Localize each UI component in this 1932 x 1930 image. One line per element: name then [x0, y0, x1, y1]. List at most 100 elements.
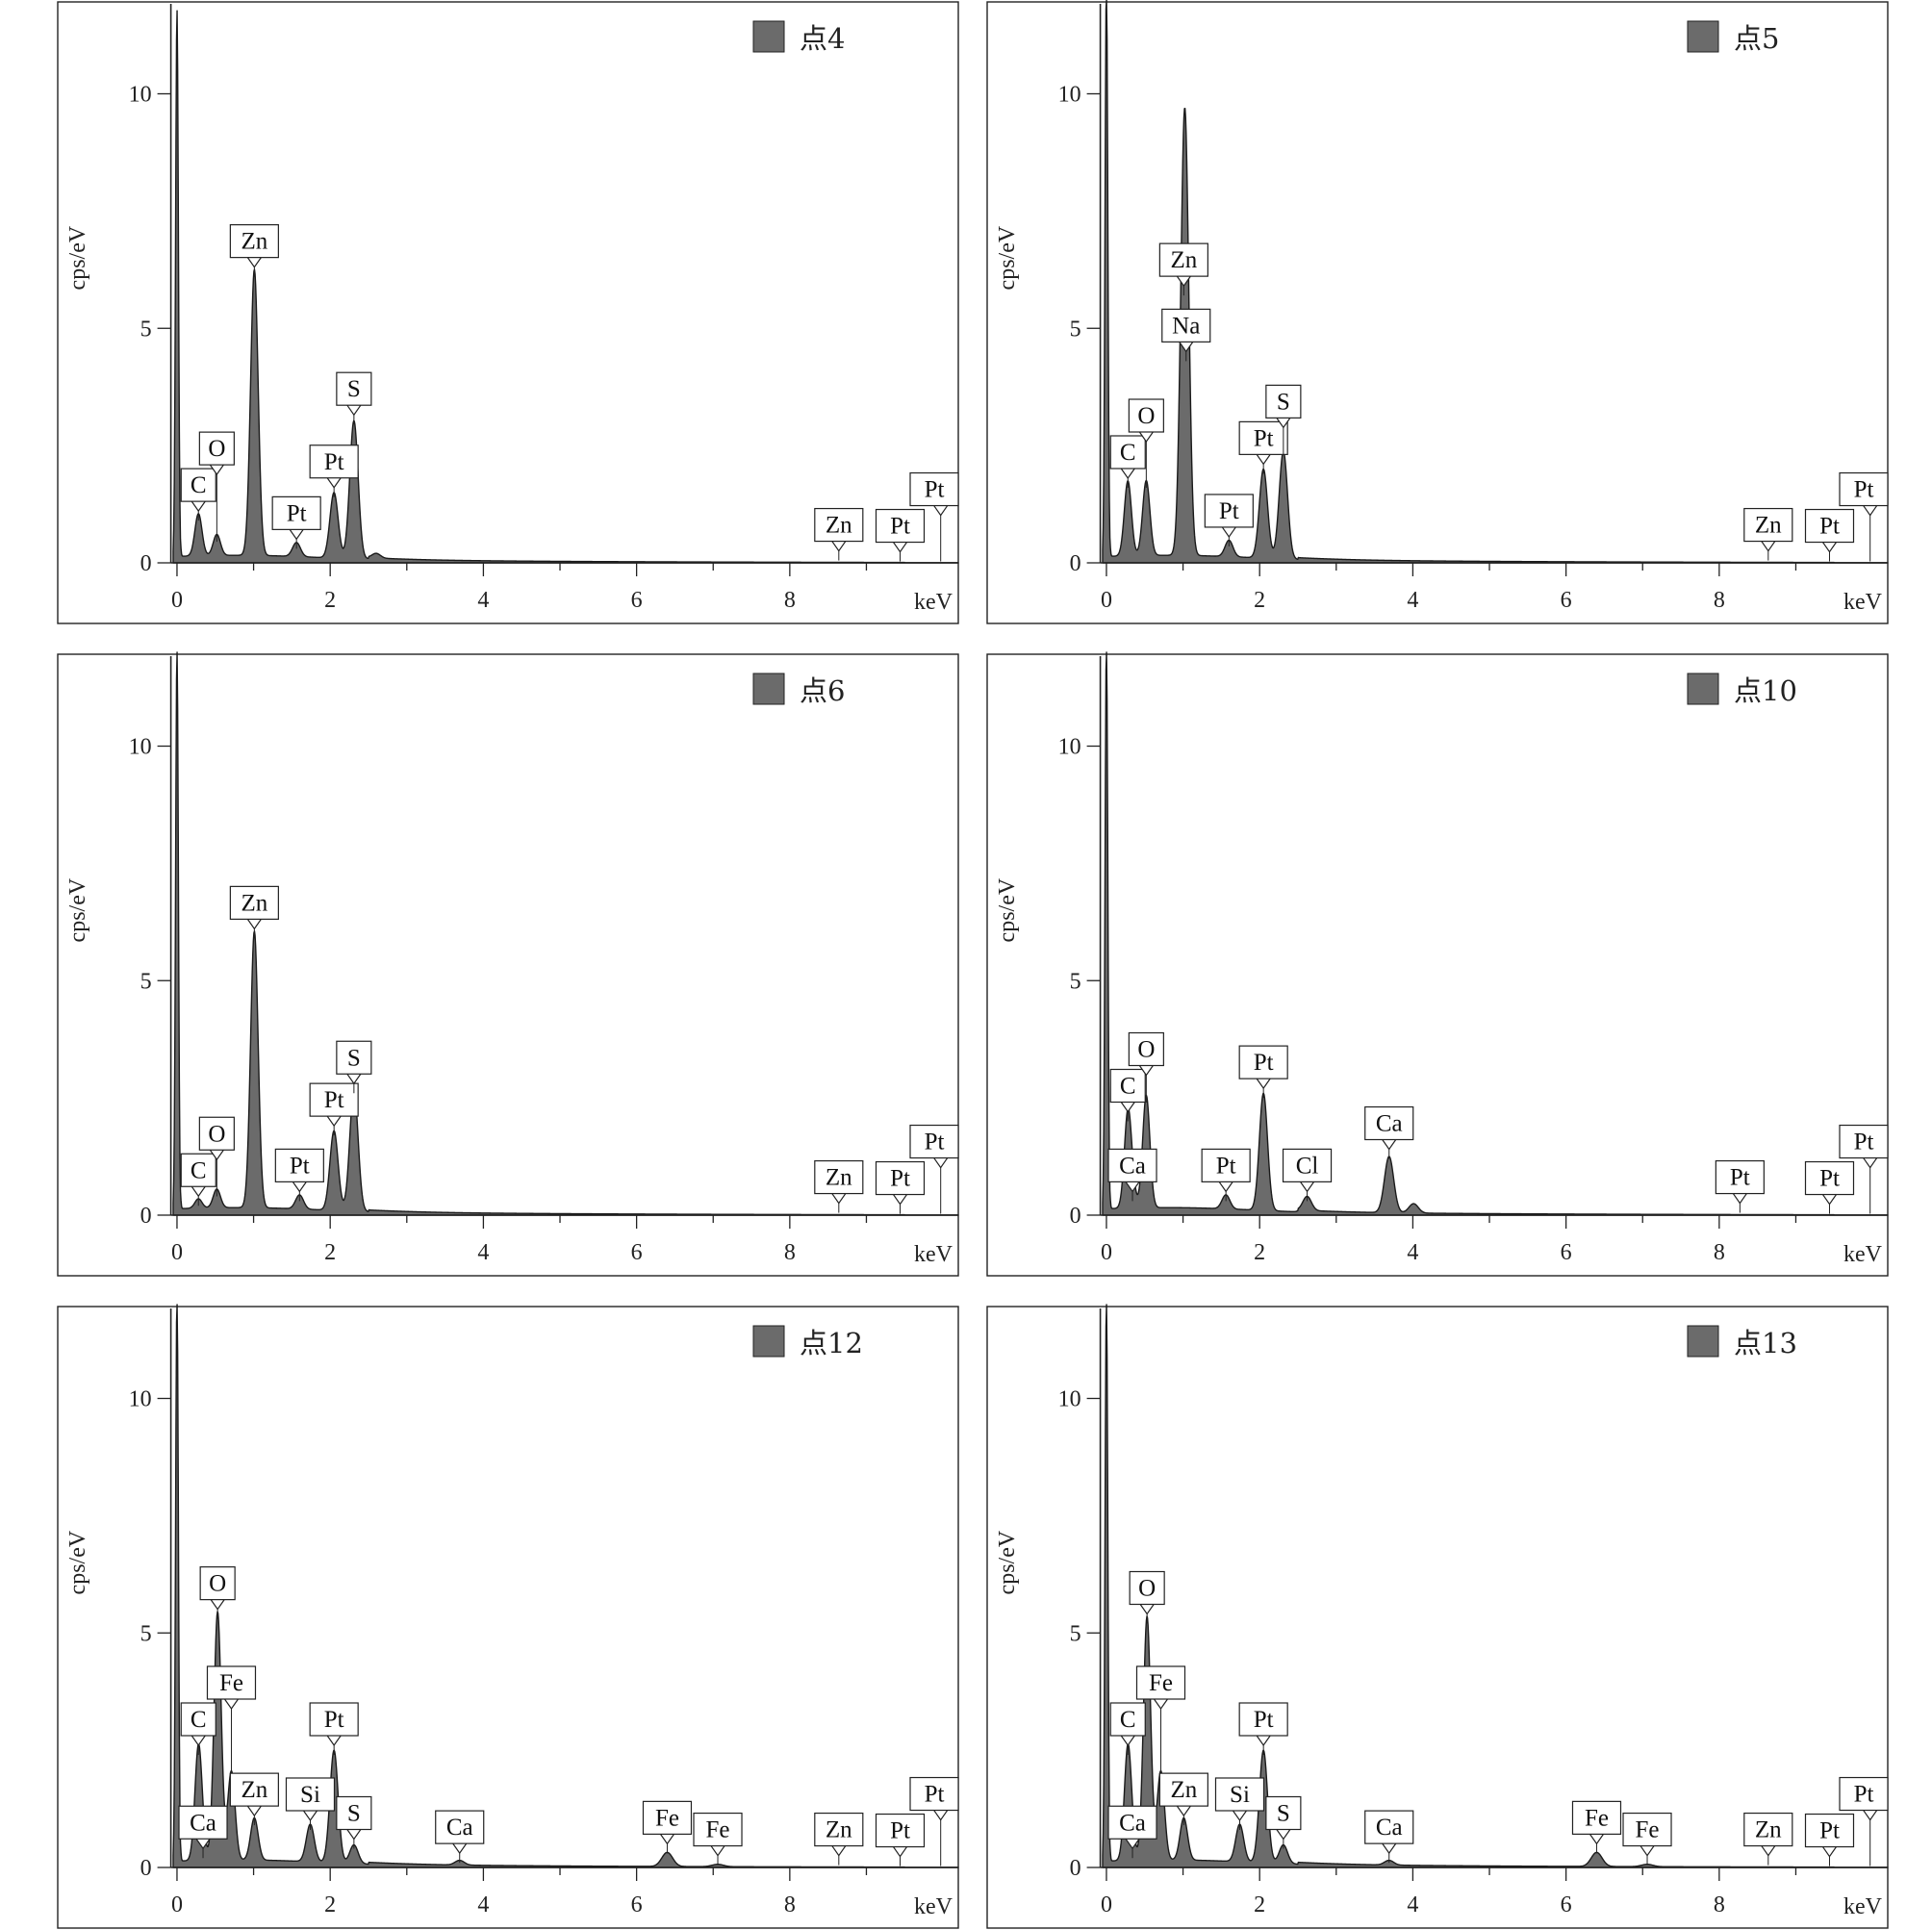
peak-label-fe: Fe: [1135, 1665, 1186, 1779]
callout-text: Pt: [890, 1166, 910, 1192]
peak-label-c: C: [180, 468, 216, 521]
callout-box: [336, 371, 372, 406]
legend-label: 点12: [800, 1327, 863, 1359]
x-tick-label: 2: [324, 588, 336, 613]
callout-text: C: [191, 1707, 207, 1733]
callout-pointer: [933, 505, 949, 517]
x-tick-label: 8: [784, 588, 796, 613]
callout-box: [198, 431, 235, 466]
x-tick-label: 4: [1407, 588, 1418, 613]
callout-text: Pt: [1254, 1050, 1274, 1076]
y-axis-label: cps/eV: [995, 877, 1020, 942]
callout-text: S: [1277, 389, 1290, 415]
x-tick-label: 4: [1407, 1892, 1418, 1917]
peak-label-zn: Zn: [814, 1159, 864, 1213]
callout-text: Ca: [446, 1815, 473, 1841]
callout-pointer: [1863, 505, 1878, 517]
callout-box: [1161, 308, 1211, 343]
y-tick-label: 10: [1058, 83, 1081, 108]
callout-box: [693, 1812, 743, 1847]
callout-box: [1804, 1813, 1855, 1848]
y-tick-label: 5: [1070, 317, 1081, 342]
legend-label: 点10: [1734, 674, 1797, 707]
callout-box: [198, 1116, 235, 1151]
peak-label-zn: Zn: [229, 224, 279, 277]
peak-label-pt: Pt: [1839, 1124, 1889, 1214]
callout-box: [1128, 1031, 1164, 1067]
callout-text: Ca: [1119, 1153, 1146, 1179]
callout-box: [909, 1124, 959, 1159]
callout-text: Pt: [1254, 425, 1274, 451]
callout-text: Zn: [826, 1817, 852, 1843]
callout-text: O: [209, 1571, 226, 1597]
peak-label-pt: Pt: [1839, 1776, 1889, 1867]
callout-box: [1109, 1068, 1146, 1104]
peak-label-pt: Pt: [1839, 471, 1889, 562]
callout-box: [178, 1805, 228, 1840]
callout-text: S: [1277, 1801, 1290, 1827]
peak-label-zn: Zn: [229, 885, 279, 939]
callout-text: Pt: [1254, 1707, 1274, 1733]
callout-text: Pt: [890, 1818, 910, 1844]
callout-pointer: [1822, 1194, 1837, 1206]
peak-label-zn: Zn: [1158, 242, 1208, 296]
callout-text: Ca: [190, 1810, 216, 1836]
peak-label-o: O: [198, 1116, 235, 1197]
peak-label-ca: Ca: [1364, 1105, 1414, 1159]
callout-text: Ca: [1376, 1815, 1403, 1841]
x-tick-label: 8: [1714, 1892, 1725, 1917]
spectrum-svg: 0 2 4 6 8 keV 0 5 10 cps/eV 点13 C Ca O Fe Zn Si Pt S Ca Fe Fe…: [986, 1304, 1889, 1929]
legend-swatch: [1687, 20, 1719, 53]
y-tick-label: 0: [1070, 1204, 1081, 1229]
callout-box: [1109, 1702, 1146, 1737]
y-tick-label: 0: [140, 1856, 152, 1881]
peak-label-pt: Pt: [1238, 420, 1288, 474]
callout-text: Pt: [324, 1707, 344, 1733]
callout-text: Pt: [1219, 498, 1239, 524]
callout-text: Zn: [826, 513, 852, 539]
x-tick-label: 0: [171, 1240, 183, 1265]
x-tick-label: 2: [324, 1892, 336, 1917]
x-tick-label: 6: [1561, 1892, 1572, 1917]
y-axis-label: cps/eV: [995, 225, 1020, 290]
callout-box: [1158, 242, 1208, 277]
callout-box: [1364, 1810, 1414, 1844]
callout-box: [1135, 1665, 1186, 1700]
peak-label-pt: Pt: [1238, 1045, 1288, 1099]
callout-text: Pt: [1854, 1130, 1874, 1155]
y-tick-label: 10: [129, 1387, 152, 1412]
callout-text: Fe: [1585, 1805, 1609, 1831]
spectrum-panel-6: 0 2 4 6 8 keV 0 5 10 cps/eV 点13 C Ca O Fe Zn Si Pt S Ca Fe Fe…: [985, 1304, 1890, 1930]
callout-pointer: [1822, 542, 1837, 553]
callout-box: [199, 1566, 236, 1601]
y-tick-label: 5: [1070, 1621, 1081, 1646]
callout-text: Pt: [1854, 1782, 1874, 1808]
callout-pointer: [933, 1157, 949, 1169]
legend-swatch: [1687, 1325, 1719, 1358]
peak-label-na: Na: [1161, 308, 1211, 362]
callout-box: [206, 1665, 257, 1700]
peak-label-ca: Ca: [1107, 1148, 1157, 1202]
x-tick-label: 6: [1561, 588, 1572, 613]
callout-box: [229, 1772, 279, 1807]
callout-box: [1109, 435, 1146, 470]
callout-box: [1238, 1702, 1288, 1737]
peak-label-pt: Pt: [875, 1160, 926, 1214]
peak-label-pt: Pt: [875, 508, 926, 562]
callout-text: Zn: [1170, 247, 1197, 273]
peak-label-c: C: [180, 1702, 216, 1755]
peak-label-si: Si: [1214, 1777, 1265, 1830]
callout-box: [229, 885, 279, 920]
x-tick-label: 4: [1407, 1240, 1418, 1265]
callout-box: [1265, 384, 1302, 419]
callout-text: Pt: [324, 449, 344, 475]
peak-label-pt: Pt: [271, 495, 321, 549]
callout-box: [875, 508, 926, 544]
x-tick-label: 4: [477, 588, 489, 613]
x-axis-label: keV: [914, 1894, 953, 1919]
legend-label: 点6: [800, 674, 845, 707]
y-tick-label: 5: [1070, 969, 1081, 994]
x-tick-label: 8: [1714, 1240, 1725, 1265]
